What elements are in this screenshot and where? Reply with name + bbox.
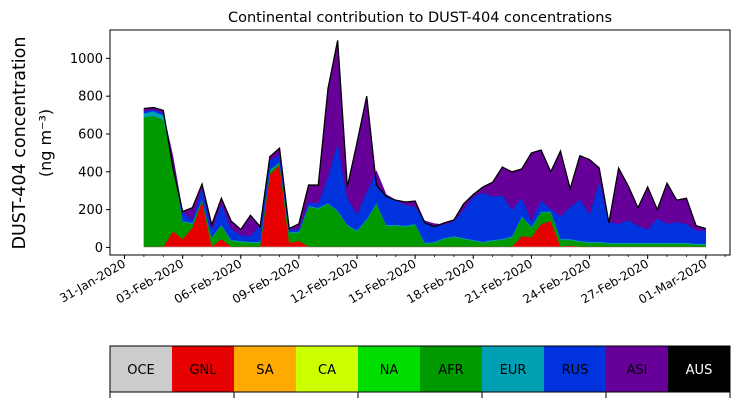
- legend-swatch: [110, 346, 173, 392]
- legend-swatch: [544, 346, 607, 392]
- legend-entry-na: NA: [358, 346, 421, 392]
- legend-swatch: [172, 346, 235, 392]
- legend-entry-afr: AFR: [420, 346, 483, 392]
- y-tick-label: 800: [78, 90, 103, 105]
- legend-frame: [109, 345, 731, 393]
- legend-swatch: [420, 346, 483, 392]
- chart-title: Continental contribution to DUST-404 con…: [228, 10, 612, 26]
- legend-label: OCE: [127, 363, 155, 378]
- y-tick-label: 1000: [70, 52, 103, 67]
- total-series-line: [143, 40, 706, 231]
- legend-label: CA: [318, 363, 336, 378]
- area-series-asi: [143, 40, 707, 237]
- legend-label: EUR: [500, 363, 527, 378]
- legend-label: RUS: [562, 363, 589, 378]
- legend-entry-asi: ASI: [606, 346, 669, 392]
- legend-swatch: [668, 346, 731, 392]
- y-tick-label: 0: [95, 241, 103, 256]
- y-axis-label-line1: DUST-404 concentration: [10, 37, 30, 250]
- legend-entry-ca: CA: [296, 346, 359, 392]
- legend-label: ASI: [627, 363, 648, 378]
- legend-label: AUS: [686, 363, 713, 378]
- plot-frame: [109, 29, 731, 256]
- y-tick-label: 200: [78, 203, 103, 218]
- y-axis: 0 200 400 600 800 1000: [70, 52, 110, 256]
- y-axis-label: DUST-404 concentration (ng m⁻³): [10, 37, 55, 250]
- legend-label: GNL: [189, 363, 217, 378]
- legend-swatch: [358, 346, 421, 392]
- y-axis-label-line2: (ng m⁻³): [36, 109, 55, 177]
- legend-entry-sa: SA: [234, 346, 297, 392]
- legend-swatch: [234, 346, 297, 392]
- x-axis: 31-Jan-202003-Feb-202006-Feb-202009-Feb-…: [57, 255, 726, 307]
- legend-label: SA: [256, 363, 273, 378]
- y-tick-label: 600: [78, 127, 103, 142]
- legend: OCE GNL SA CA NA AFR EUR RUS ASI AUS: [109, 345, 731, 398]
- legend-entry-gnl: GNL: [172, 346, 235, 392]
- y-tick-label: 400: [78, 165, 103, 180]
- legend-entry-aus: AUS: [668, 346, 731, 392]
- legend-swatch: [606, 346, 669, 392]
- legend-label: AFR: [438, 363, 463, 378]
- legend-entry-oce: OCE: [110, 346, 173, 392]
- legend-label: NA: [380, 363, 399, 378]
- legend-swatch: [482, 346, 545, 392]
- legend-entry-rus: RUS: [544, 346, 607, 392]
- legend-entry-eur: EUR: [482, 346, 545, 392]
- legend-swatch: [296, 346, 359, 392]
- plot-areas: [143, 40, 707, 248]
